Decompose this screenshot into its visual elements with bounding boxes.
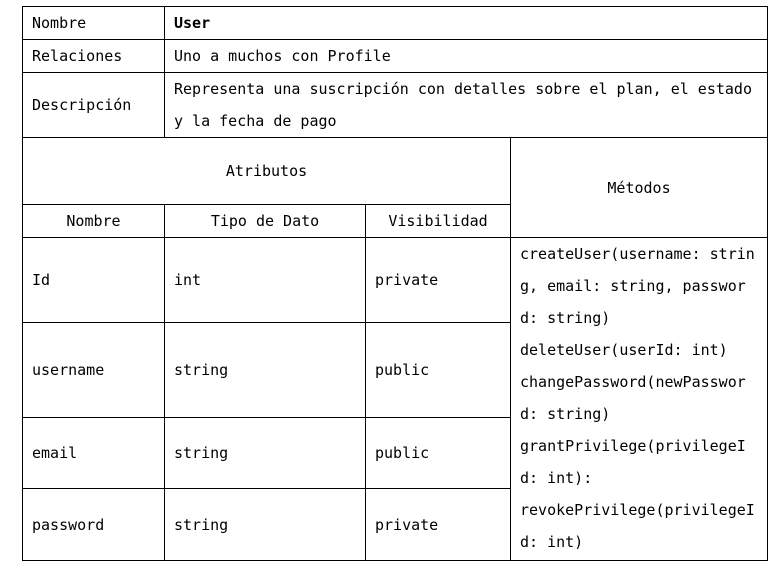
column-header-name: Nombre bbox=[22, 204, 165, 238]
attribute-type: string bbox=[164, 417, 366, 489]
description-label: Descripción bbox=[22, 72, 165, 138]
methods-cell: createUser(username: string, email: stri… bbox=[510, 237, 768, 561]
attributes-title: Atributos bbox=[22, 137, 511, 205]
column-header-visibility: Visibilidad bbox=[365, 204, 511, 238]
name-row: Nombre User bbox=[22, 6, 768, 40]
attribute-visibility: private bbox=[365, 488, 511, 561]
class-name: User bbox=[164, 6, 768, 40]
column-header-type: Tipo de Dato bbox=[164, 204, 366, 238]
table-row: password string private bbox=[22, 488, 768, 561]
attributes-title-row: Atributos Métodos bbox=[22, 137, 768, 238]
attribute-visibility: public bbox=[365, 322, 511, 418]
method-grant-privilege: grantPrivilege(privilegeId: int): bbox=[520, 437, 746, 487]
relations-label: Relaciones bbox=[22, 39, 165, 73]
relations-row: Relaciones Uno a muchos con Profile bbox=[22, 39, 768, 73]
method-change-password: changePassword(newPassword: string) bbox=[520, 373, 746, 423]
relations-value: Uno a muchos con Profile bbox=[164, 39, 768, 73]
attribute-name: Id bbox=[22, 237, 165, 323]
table-row: Id int private createUser(username: stri… bbox=[22, 237, 768, 561]
table-row: username string public bbox=[22, 322, 768, 418]
attribute-name: email bbox=[22, 417, 165, 489]
class-spec-table: Nombre User Relaciones Uno a muchos con … bbox=[22, 6, 768, 561]
method-delete-user: deleteUser(userId: int) bbox=[520, 341, 728, 359]
table-row: email string public bbox=[22, 417, 768, 489]
attribute-visibility: public bbox=[365, 417, 511, 489]
methods-list: createUser(username: string, email: stri… bbox=[520, 239, 758, 559]
attributes-header-row: Nombre Tipo de Dato Visibilidad bbox=[22, 204, 768, 238]
method-revoke-privilege: revokePrivilege(privilegeId: int) bbox=[520, 501, 755, 551]
name-label: Nombre bbox=[22, 6, 165, 40]
attribute-type: string bbox=[164, 322, 366, 418]
attribute-visibility: private bbox=[365, 237, 511, 323]
attribute-type: string bbox=[164, 488, 366, 561]
attribute-type: int bbox=[164, 237, 366, 323]
description-value: Representa una suscripción con detalles … bbox=[164, 72, 768, 138]
attribute-name: username bbox=[22, 322, 165, 418]
methods-title: Métodos bbox=[510, 137, 768, 238]
description-row: Descripción Representa una suscripción c… bbox=[22, 72, 768, 138]
attribute-name: password bbox=[22, 488, 165, 561]
method-create-user: createUser(username: string, email: stri… bbox=[520, 245, 755, 327]
